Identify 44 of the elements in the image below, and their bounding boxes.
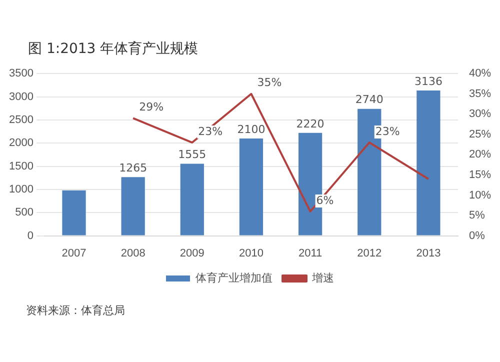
bar [416, 90, 440, 236]
y2-tick-label: 15% [468, 169, 492, 182]
data-label: 23% [198, 124, 223, 138]
legend-label: 体育产业增加值 [196, 272, 272, 285]
y2-tick-label: 0% [468, 230, 486, 242]
y2-tick-label: 35% [468, 88, 492, 100]
data-label: 1555 [178, 148, 206, 162]
y-tick-label: 500 [15, 206, 34, 219]
y-tick-label: 2000 [8, 137, 34, 150]
data-label: 23% [375, 124, 400, 138]
x-tick-label: 2009 [180, 247, 204, 260]
bar [121, 177, 145, 236]
x-tick-label: 2013 [416, 247, 441, 260]
x-tick-label: 2008 [120, 247, 146, 260]
y-tick-label: 1500 [8, 160, 34, 172]
y-tick-label: 1000 [8, 183, 34, 196]
y2-tick-label: 40% [468, 68, 492, 80]
data-label: 2100 [237, 122, 266, 136]
data-label: 2220 [296, 117, 324, 130]
y2-tick-label: 20% [468, 148, 492, 161]
data-label: 35% [257, 76, 282, 90]
x-tick-label: 2010 [238, 247, 264, 260]
y2-tick-label: 10% [468, 189, 492, 202]
data-label: 1265 [119, 162, 148, 175]
data-label: 29% [139, 100, 164, 114]
bar [239, 138, 264, 236]
data-label: 3136 [414, 74, 442, 88]
y-tick-label: 3500 [8, 68, 34, 80]
x-tick-label: 2011 [298, 247, 322, 260]
bar [180, 164, 204, 236]
y2-tick-label: 30% [468, 108, 492, 120]
y-tick-label: 0 [27, 230, 34, 242]
y-tick-label: 2500 [8, 114, 34, 126]
data-label: 6% [316, 194, 334, 207]
x-tick-label: 2012 [357, 247, 382, 260]
data-label: 2740 [355, 93, 384, 106]
text: 资料来源：体育总局 [26, 303, 125, 318]
y2-tick-label: 25% [468, 128, 492, 140]
bar [62, 190, 86, 236]
chart-title: 图 1:2013 年体育产业规模 [28, 40, 198, 58]
x-tick-label: 2007 [62, 247, 86, 260]
y2-tick-label: 5% [468, 210, 486, 222]
y-tick-label: 3000 [8, 90, 34, 103]
legend-label: 增速 [311, 272, 334, 285]
